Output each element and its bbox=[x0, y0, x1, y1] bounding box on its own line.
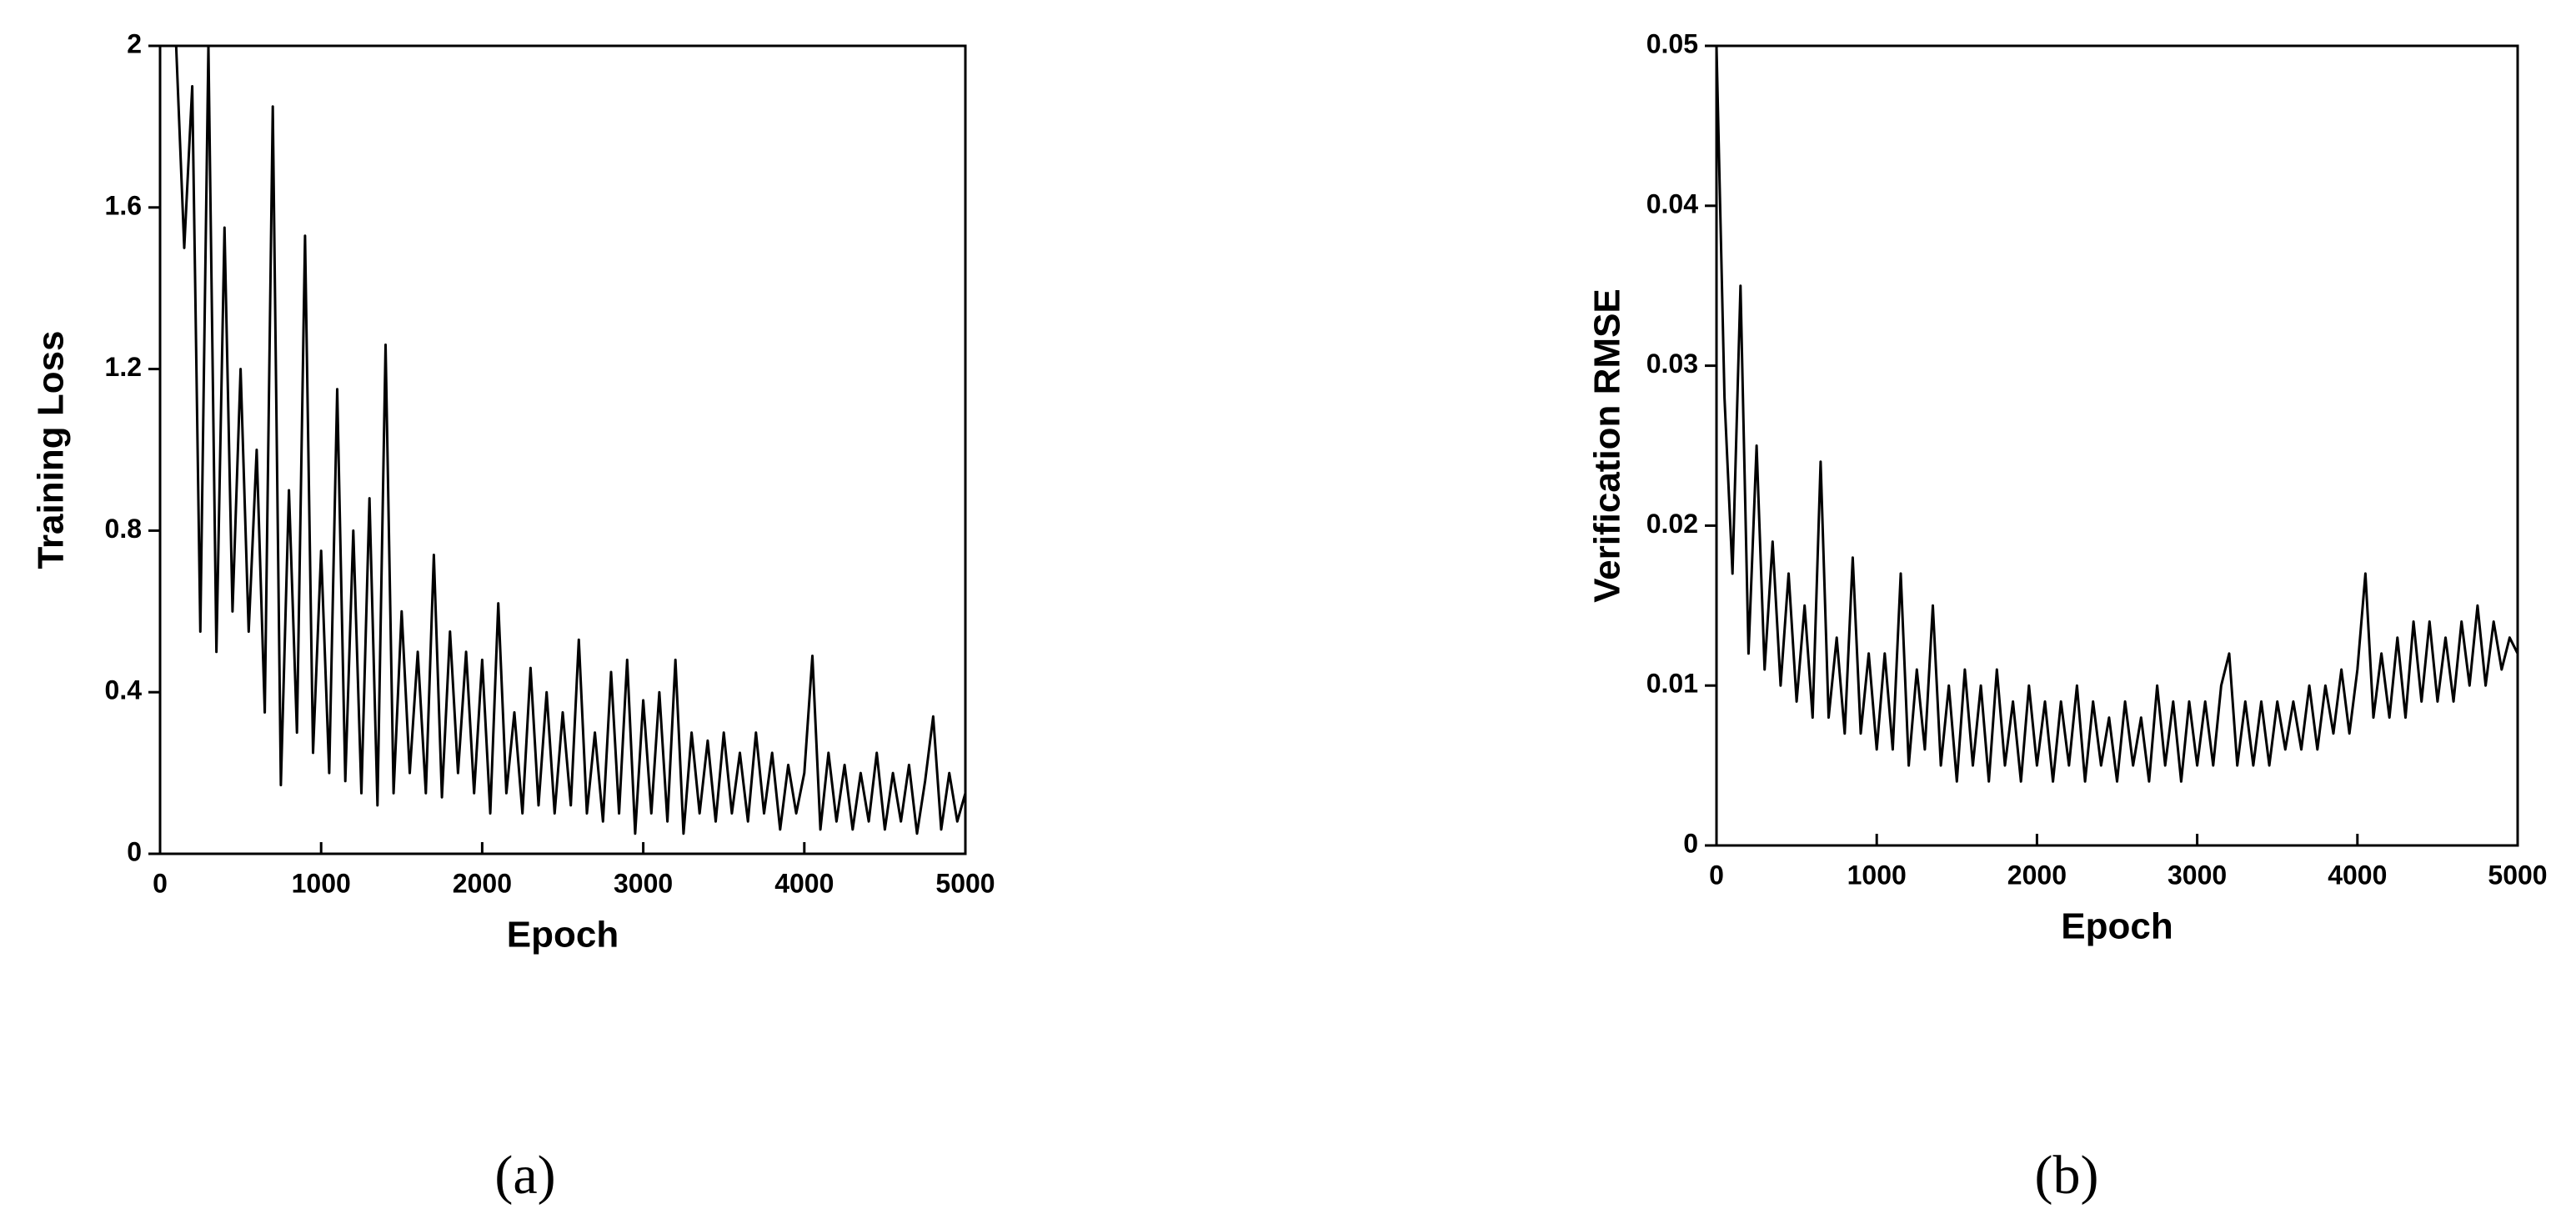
plot-frame bbox=[1715, 44, 2519, 847]
x-axis-label: Epoch bbox=[507, 915, 619, 956]
y-tick-label: 0 bbox=[1683, 828, 1698, 858]
data-line bbox=[174, 44, 967, 835]
y-tick-label: 1.6 bbox=[105, 190, 142, 220]
y-tick-label: 0 bbox=[127, 836, 142, 866]
x-tick-label: 1000 bbox=[1847, 860, 1907, 890]
panel-label: (a) bbox=[494, 1145, 555, 1206]
data-line bbox=[1715, 45, 2519, 783]
y-tick-label: 0.04 bbox=[1646, 188, 1698, 218]
y-tick-label: 1.2 bbox=[105, 352, 142, 382]
y-axis-label: Training Loss bbox=[31, 330, 72, 569]
x-tick-label: 0 bbox=[153, 868, 168, 898]
y-tick-label: 2 bbox=[127, 28, 142, 58]
x-tick-label: 3000 bbox=[614, 868, 673, 898]
x-tick-label: 3000 bbox=[2168, 860, 2227, 890]
x-tick-label: 5000 bbox=[2488, 860, 2547, 890]
panel-label: (b) bbox=[2035, 1145, 2099, 1206]
x-axis-label: Epoch bbox=[2061, 906, 2173, 947]
x-tick-label: 5000 bbox=[935, 868, 995, 898]
x-tick-label: 4000 bbox=[2328, 860, 2387, 890]
y-tick-label: 0.01 bbox=[1646, 669, 1698, 699]
y-tick-label: 0.4 bbox=[105, 675, 143, 705]
y-axis-label: Verification RMSE bbox=[1587, 288, 1628, 603]
x-tick-label: 4000 bbox=[774, 868, 834, 898]
y-tick-label: 0.03 bbox=[1646, 349, 1698, 379]
x-tick-label: 2000 bbox=[2007, 860, 2067, 890]
y-tick-label: 0.8 bbox=[105, 514, 142, 544]
x-tick-label: 2000 bbox=[453, 868, 512, 898]
y-tick-label: 0.02 bbox=[1646, 509, 1698, 539]
plot-frame bbox=[158, 44, 967, 855]
x-tick-label: 1000 bbox=[292, 868, 351, 898]
y-tick-label: 0.05 bbox=[1646, 28, 1698, 58]
x-tick-label: 0 bbox=[1709, 860, 1724, 890]
